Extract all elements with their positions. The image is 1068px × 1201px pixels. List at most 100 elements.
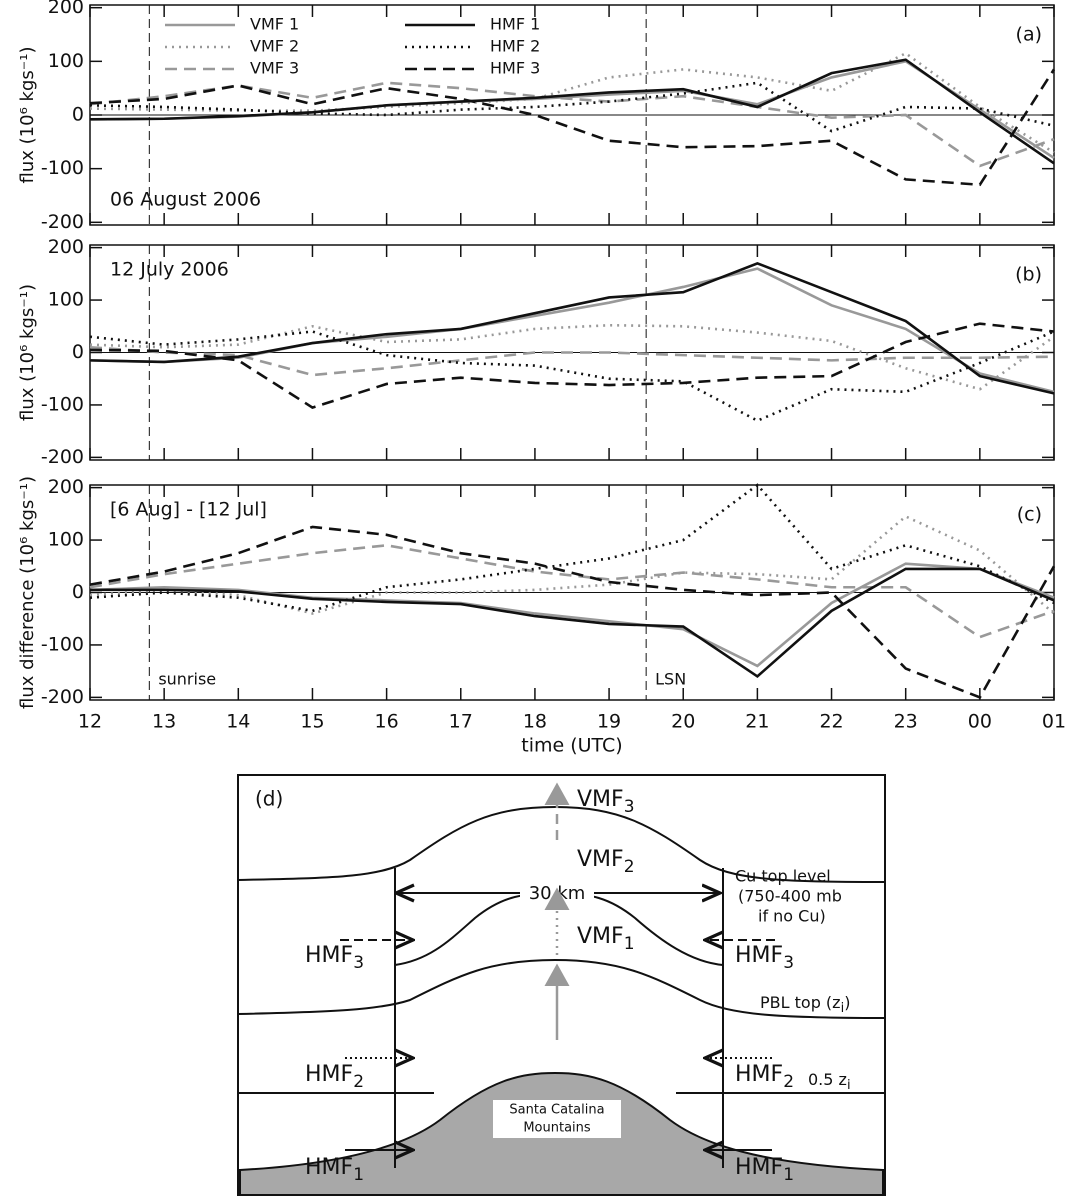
series-line — [89, 59, 1055, 160]
y-tick-label: 100 — [48, 50, 84, 72]
reference-label: LSN — [655, 670, 686, 689]
x-tick-label: 00 — [968, 711, 992, 733]
x-tick-label: 14 — [226, 711, 250, 733]
series-line — [89, 81, 1055, 133]
series-line — [89, 330, 1055, 423]
y-tick-label: 100 — [48, 289, 84, 311]
distance-label: 30 km — [529, 883, 586, 904]
y-axis-label: flux difference (10⁶ kgs⁻¹) — [17, 476, 38, 709]
mountain-label: Santa Catalina — [509, 1103, 604, 1118]
hmf-sub: 2 — [783, 1072, 794, 1092]
level-label: if no Cu) — [758, 907, 826, 926]
hmf-sub: 1 — [783, 1165, 794, 1185]
mountain-label: Mountains — [523, 1121, 591, 1136]
half-pbl-text: 0.5 z — [808, 1070, 847, 1089]
pbl-sub: i — [841, 1001, 845, 1016]
cu-top-curve — [237, 805, 886, 883]
level-label: Cu top level — [735, 867, 831, 886]
legend-label: HMF 2 — [490, 37, 540, 56]
hmf-sub: 2 — [353, 1072, 364, 1092]
hmf-name: HMF — [735, 1062, 783, 1087]
level-label: 0.5 zi — [808, 1070, 851, 1093]
line-chart: 200 100 0 -100 -200 12 13 14 15 16 17 18 19 20 21 22 23 0… — [17, 476, 1066, 757]
y-tick-label: -200 — [41, 446, 84, 468]
vmf-label: VMF1 — [577, 924, 635, 954]
y-tick-label: 200 — [48, 0, 84, 18]
y-tick-label: 100 — [48, 529, 84, 551]
series-line — [89, 543, 1055, 639]
hmf-label: HMF2 — [735, 1062, 794, 1092]
series-line — [89, 267, 1055, 394]
x-tick-label: 13 — [152, 711, 176, 733]
x-tick-label: 18 — [523, 711, 547, 733]
line-chart: 200 100 0 -100 -200 VMF 1 VMF 2 VMF 3 HMF 1 HMF 2… — [17, 0, 1056, 233]
series-line — [89, 483, 1055, 613]
series-line — [89, 562, 1055, 668]
reference-label: sunrise — [158, 670, 216, 689]
series-line — [90, 567, 1055, 679]
legend-label: HMF 1 — [490, 15, 540, 34]
panel-label: (d) — [255, 787, 283, 811]
vmf-sub: 3 — [624, 797, 635, 817]
x-tick-label: 12 — [78, 711, 102, 733]
y-tick-label: -100 — [41, 393, 84, 415]
pbl-text: PBL top (z — [760, 993, 841, 1012]
y-tick-label: -100 — [41, 633, 84, 655]
pbl-end: ) — [844, 993, 850, 1012]
series-line — [89, 58, 1055, 165]
vmf-label: VMF3 — [577, 787, 635, 817]
legend-label: VMF 1 — [250, 15, 299, 34]
x-tick-label: 15 — [300, 711, 324, 733]
x-tick-label: 16 — [375, 711, 399, 733]
vmf-name: VMF — [577, 787, 624, 812]
y-axis-label: flux (10⁶ kgs⁻¹) — [17, 47, 38, 184]
legend-label: VMF 3 — [250, 59, 299, 78]
hmf-name: HMF — [305, 1155, 353, 1180]
y-tick-label: 200 — [48, 476, 84, 498]
y-tick-label: -100 — [41, 157, 84, 179]
hmf-label: HMF2 — [305, 1062, 364, 1092]
x-axis-label: time (UTC) — [521, 735, 622, 757]
x-tick-label: 21 — [745, 711, 769, 733]
y-tick-label: -200 — [41, 686, 84, 708]
mountain-label-bg — [493, 1100, 621, 1138]
panel-label: (a) — [1016, 24, 1042, 46]
hmf-name: HMF — [305, 943, 353, 968]
hmf-sub: 3 — [783, 953, 794, 973]
vmf-label: VMF2 — [577, 847, 635, 877]
x-tick-label: 20 — [671, 711, 695, 733]
x-tick-label: 19 — [597, 711, 621, 733]
x-tick-label: 01 — [1042, 711, 1066, 733]
vmf-name: VMF — [577, 924, 624, 949]
y-tick-label: 0 — [72, 341, 84, 363]
hmf-label: HMF3 — [305, 943, 364, 973]
hmf-sub: 3 — [353, 953, 364, 973]
hmf-label: HMF3 — [735, 943, 794, 973]
level-label: (750-400 mb — [738, 887, 842, 906]
y-tick-label: -200 — [41, 211, 84, 233]
panel-label: (c) — [1017, 504, 1042, 526]
x-tick-label: 22 — [819, 711, 843, 733]
annotation: 06 August 2006 — [110, 189, 261, 211]
half-pbl-sub: i — [847, 1078, 851, 1093]
series-line — [89, 51, 1055, 154]
x-tick-label: 17 — [449, 711, 473, 733]
y-axis-label: flux (10⁶ kgs⁻¹) — [17, 284, 38, 421]
y-tick-label: 0 — [72, 581, 84, 603]
hmf-name: HMF — [305, 1062, 353, 1087]
series-line — [89, 261, 1055, 395]
legend-label: HMF 3 — [490, 59, 540, 78]
hmf-name: HMF — [735, 1155, 783, 1180]
level-label: PBL top (zi) — [760, 993, 850, 1016]
series-line — [89, 323, 1055, 391]
hmf-label: HMF1 — [735, 1155, 794, 1185]
panel-label: (b) — [1015, 264, 1042, 286]
hmf-label: HMF1 — [305, 1155, 364, 1185]
hmf-name: HMF — [735, 943, 783, 968]
legend-label: VMF 2 — [250, 37, 299, 56]
vmf-sub: 2 — [624, 857, 635, 877]
vmf-name: VMF — [577, 847, 624, 872]
hmf-sub: 1 — [353, 1165, 364, 1185]
